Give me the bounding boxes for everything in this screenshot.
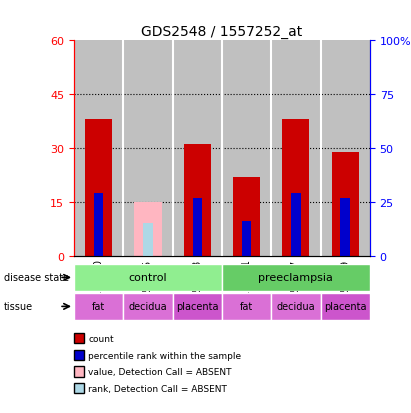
Bar bbox=[242, 222, 252, 256]
Text: placenta: placenta bbox=[176, 301, 219, 312]
Text: control: control bbox=[129, 273, 167, 283]
Bar bbox=[123, 41, 173, 256]
Bar bbox=[233, 177, 260, 256]
Bar bbox=[85, 120, 112, 256]
FancyBboxPatch shape bbox=[74, 264, 222, 291]
Title: GDS2548 / 1557252_at: GDS2548 / 1557252_at bbox=[141, 25, 302, 39]
Bar bbox=[332, 152, 359, 256]
Text: decidua: decidua bbox=[277, 301, 315, 312]
Bar bbox=[291, 194, 301, 256]
Text: placenta: placenta bbox=[324, 301, 367, 312]
Text: disease state: disease state bbox=[4, 273, 69, 282]
Text: fat: fat bbox=[240, 301, 253, 312]
FancyBboxPatch shape bbox=[222, 293, 271, 320]
Text: decidua: decidua bbox=[129, 301, 167, 312]
Bar bbox=[222, 41, 271, 256]
Bar bbox=[94, 194, 104, 256]
FancyBboxPatch shape bbox=[321, 293, 370, 320]
Bar bbox=[134, 202, 162, 256]
Text: fat: fat bbox=[92, 301, 105, 312]
Text: preeclampsia: preeclampsia bbox=[259, 273, 333, 283]
FancyBboxPatch shape bbox=[123, 293, 173, 320]
Bar bbox=[74, 41, 123, 256]
Bar bbox=[143, 224, 153, 256]
Text: percentile rank within the sample: percentile rank within the sample bbox=[88, 351, 242, 360]
Text: count: count bbox=[88, 334, 114, 343]
Bar bbox=[192, 198, 202, 256]
Bar bbox=[271, 41, 321, 256]
Bar bbox=[184, 145, 211, 256]
Text: value, Detection Call = ABSENT: value, Detection Call = ABSENT bbox=[88, 367, 232, 376]
Bar bbox=[282, 120, 309, 256]
Text: rank, Detection Call = ABSENT: rank, Detection Call = ABSENT bbox=[88, 384, 227, 393]
Bar bbox=[321, 41, 370, 256]
FancyBboxPatch shape bbox=[74, 293, 123, 320]
FancyBboxPatch shape bbox=[173, 293, 222, 320]
Bar bbox=[340, 198, 350, 256]
Text: tissue: tissue bbox=[4, 301, 33, 311]
FancyBboxPatch shape bbox=[222, 264, 370, 291]
Bar bbox=[173, 41, 222, 256]
FancyBboxPatch shape bbox=[271, 293, 321, 320]
